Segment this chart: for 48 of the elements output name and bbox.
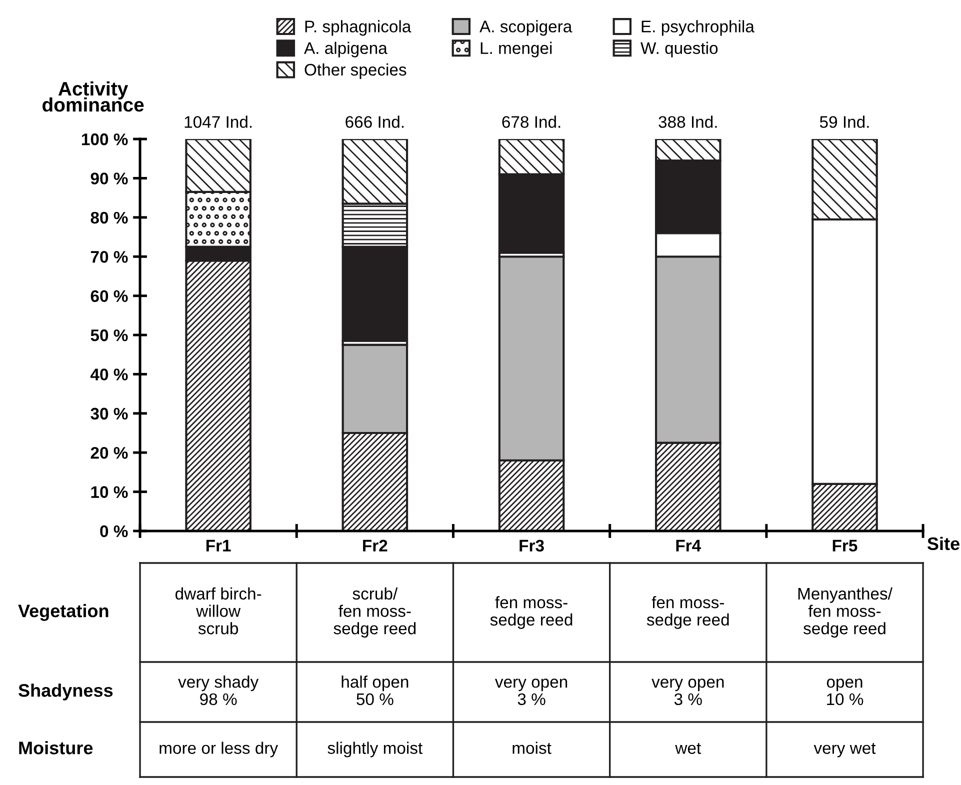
text: wet xyxy=(675,743,701,754)
y-tick-label: 30 % xyxy=(90,408,128,420)
legend-label: A. alpigena xyxy=(304,42,388,58)
text: 678 Ind. xyxy=(502,116,560,128)
x-tick-label: Fr1 xyxy=(206,540,231,552)
text: fen moss- sedge reed xyxy=(490,596,572,629)
text: more or less dry xyxy=(160,742,278,758)
text: slightly moist xyxy=(328,742,422,758)
x-tick-label: Fr3 xyxy=(520,540,544,552)
text: dwarf birch- willow scrub xyxy=(175,587,262,634)
y-tick-label: 100 % xyxy=(82,133,128,146)
text: very open 3 % xyxy=(652,678,724,706)
text: very wet xyxy=(814,743,876,758)
legend-label: W. questio xyxy=(640,42,718,58)
text: scrub/ fen moss- sedge reed xyxy=(334,587,416,638)
legend-label: E. psychrophila xyxy=(642,20,754,36)
text: Shadyness xyxy=(18,684,113,700)
y-tick-label: 50 % xyxy=(90,329,128,342)
text: Vegetation xyxy=(18,604,108,621)
x-tick-label: Fr2 xyxy=(363,540,388,552)
text: open 10 % xyxy=(826,678,864,706)
text: half open 50 % xyxy=(342,676,408,706)
legend-label: A. scopigera xyxy=(480,20,572,36)
legend-label: L. mengei xyxy=(480,42,552,58)
x-tick-label: Fr5 xyxy=(832,540,858,552)
y-tick-label: 0 % xyxy=(100,525,128,538)
legend-label: Other species xyxy=(304,63,406,79)
y-tick-label: 60 % xyxy=(90,290,128,302)
text: fen moss- sedge reed xyxy=(646,596,729,629)
y-tick-label: 90 % xyxy=(90,172,128,184)
text: very open 3 % xyxy=(494,678,568,706)
text: Menyanthes/ fen moss- sedge reed xyxy=(798,587,892,638)
y-tick-label: 10 % xyxy=(91,486,128,498)
x-axis-title: Site xyxy=(927,536,960,550)
y-axis-title: Activity dominance xyxy=(42,81,144,112)
text: 388 Ind. xyxy=(658,116,717,128)
text: 1047 Ind. xyxy=(184,116,252,128)
x-tick-label: Fr4 xyxy=(676,540,702,552)
y-tick-label: 70 % xyxy=(90,251,128,263)
y-tick-label: 20 % xyxy=(90,446,128,459)
text: 666 Ind. xyxy=(346,116,404,128)
text: moist xyxy=(512,742,552,754)
text: 59 Ind. xyxy=(820,116,869,128)
y-tick-label: 40 % xyxy=(90,368,128,380)
text: very shady 98 % xyxy=(178,676,259,706)
text: Moisture xyxy=(19,741,93,754)
legend-label: P. sphagnicola xyxy=(305,20,412,36)
y-tick-label: 80 % xyxy=(90,212,128,224)
